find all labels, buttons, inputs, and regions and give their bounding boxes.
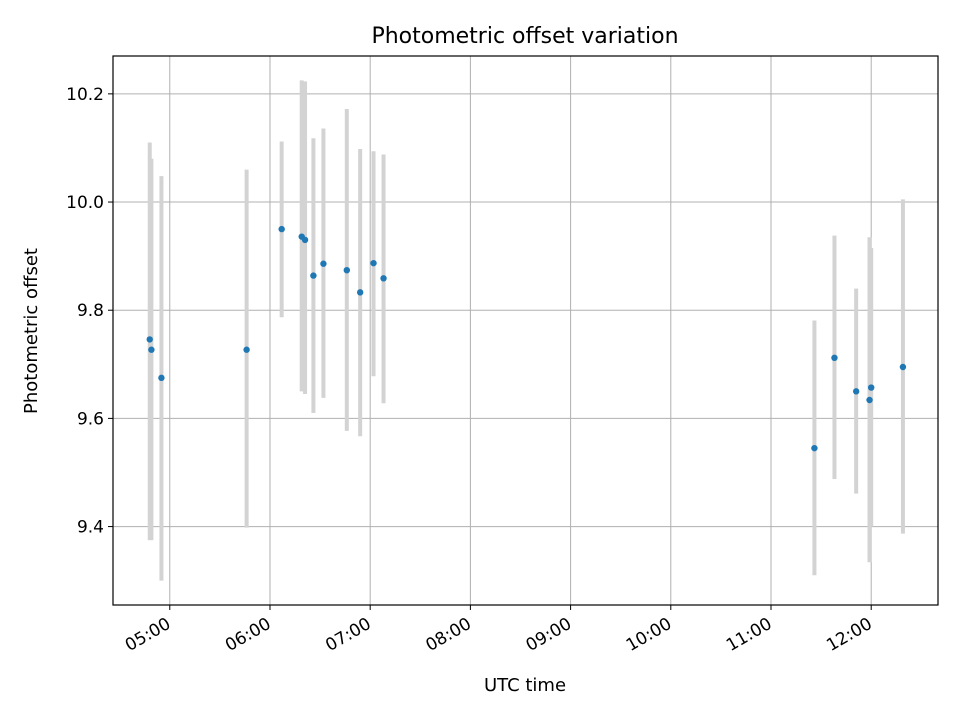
y-tick-label: 10.0 [66,193,104,213]
data-point [146,336,153,343]
data-point [158,374,165,382]
y-axis: 9.4 9.6 9.8 10.0 10.2 [66,85,113,538]
data-point [370,259,377,267]
x-axis-label: UTC time [484,675,566,696]
data-point [866,396,873,404]
data-point [899,363,907,371]
plot-frame [112,55,939,606]
data-point [278,225,285,233]
y-tick-label: 9.4 [77,518,104,538]
data-point [301,236,309,244]
plot-area [113,56,938,605]
data-point [852,388,860,395]
data-point [343,266,351,274]
y-axis-label: Photometric offset [21,248,42,414]
chart-title: Photometric offset variation [371,24,678,49]
data-point [811,444,818,452]
point-group [146,225,907,452]
y-tick-label: 9.6 [77,409,104,429]
y-tick-label: 10.2 [66,85,104,105]
y-tick-label: 9.8 [77,301,104,321]
data-point [243,346,250,353]
data-point [310,272,317,279]
data-point [320,260,327,267]
data-point [356,289,364,296]
data-point [831,354,838,362]
data-point [380,275,387,282]
data-point [148,346,155,353]
data-point [867,384,875,391]
